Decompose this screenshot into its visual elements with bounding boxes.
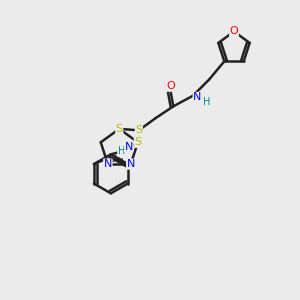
Text: H: H: [118, 146, 125, 156]
Text: N: N: [127, 159, 135, 169]
Text: O: O: [230, 26, 238, 37]
Text: O: O: [166, 81, 175, 91]
Text: CH₃: CH₃: [108, 155, 124, 164]
Text: S: S: [134, 137, 141, 147]
Text: S: S: [135, 125, 142, 135]
Text: N: N: [193, 92, 202, 102]
Text: CH₃: CH₃: [107, 155, 122, 164]
Text: S: S: [116, 124, 123, 134]
Text: H: H: [202, 98, 210, 107]
Text: N: N: [104, 159, 112, 169]
Text: N: N: [125, 142, 133, 152]
